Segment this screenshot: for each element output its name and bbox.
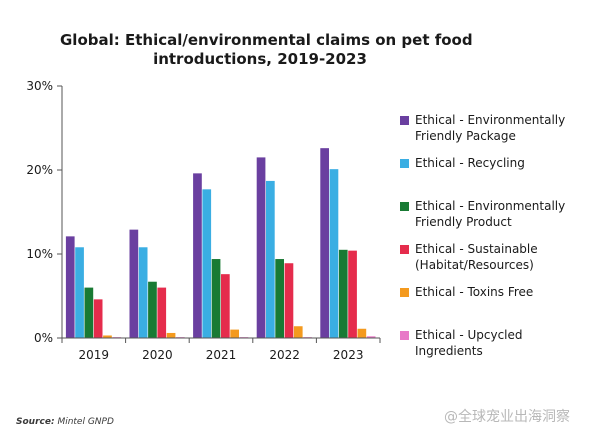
bar	[148, 281, 157, 338]
legend-item: Ethical - Toxins Free	[400, 284, 533, 300]
y-tick-label: 20%	[26, 163, 53, 177]
legend-item: Ethical - Environmentally Friendly Produ…	[400, 198, 565, 230]
legend-swatch	[400, 116, 409, 125]
x-tick-label: 2019	[79, 348, 110, 362]
y-tick-label: 0%	[34, 331, 53, 345]
bar	[75, 247, 84, 338]
bar	[338, 249, 348, 338]
bar	[65, 236, 75, 338]
legend-swatch	[400, 288, 409, 297]
watermark: @全球宠业出海洞察	[444, 409, 570, 425]
legend-item: Ethical - Environmentally Friendly Packa…	[400, 112, 565, 144]
bar	[103, 335, 112, 338]
source-note: Source: Mintel GNPD	[16, 417, 114, 427]
source-label: Source:	[16, 417, 55, 427]
legend-swatch	[400, 331, 409, 340]
bar	[348, 250, 357, 338]
legend-item: Ethical - Recycling	[400, 155, 525, 171]
legend-label: Ethical - Recycling	[415, 156, 525, 170]
bar	[84, 287, 94, 338]
bar	[221, 274, 230, 338]
bar	[329, 169, 339, 338]
legend-swatch	[400, 245, 409, 254]
legend-item: Ethical - Sustainable (Habitat/Resources…	[400, 241, 538, 273]
bar	[202, 189, 212, 338]
x-tick-label: 2021	[206, 348, 237, 362]
bars	[65, 148, 376, 338]
legend-label: Ethical - Environmentally Friendly Packa…	[415, 113, 566, 143]
bar	[193, 173, 202, 338]
bar	[93, 299, 103, 338]
bar	[284, 263, 294, 338]
source-text: Mintel GNPD	[57, 417, 114, 427]
bar	[293, 326, 303, 338]
bar	[138, 247, 148, 338]
bar	[230, 329, 239, 338]
x-axis: 2019 2020 2021 2022 2023	[61, 337, 381, 362]
chart-title: Global: Ethical/environmental claims on …	[60, 31, 473, 69]
x-tick-label: 2020	[142, 348, 173, 362]
bar	[266, 180, 275, 338]
legend-label: Ethical - Sustainable (Habitat/Resources…	[415, 242, 538, 272]
legend-label: Ethical - Environmentally Friendly Produ…	[415, 199, 566, 229]
legend-label: Ethical - Toxins Free	[415, 285, 534, 299]
legend-swatch	[400, 159, 409, 168]
legend-item: Ethical - Upcycled Ingredients	[400, 327, 523, 359]
chart-title-line-2: introductions, 2019-2023	[153, 50, 367, 68]
legend-label: Ethical - Upcycled Ingredients	[415, 328, 523, 358]
y-axis: 0% 10% 20% 30%	[26, 79, 63, 345]
legend-swatch	[400, 202, 409, 211]
y-tick-label: 30%	[26, 79, 53, 93]
bar	[211, 259, 221, 338]
bar	[320, 148, 329, 338]
bar	[166, 332, 176, 338]
x-tick-label: 2022	[269, 348, 300, 362]
bar	[256, 157, 266, 338]
bar	[366, 336, 376, 338]
bar	[129, 229, 139, 338]
bar	[157, 287, 167, 338]
bar	[357, 328, 367, 338]
y-tick-label: 10%	[26, 247, 53, 261]
bar	[275, 259, 284, 338]
chart-title-line-1: Global: Ethical/environmental claims on …	[60, 31, 473, 49]
x-tick-label: 2023	[333, 348, 364, 362]
